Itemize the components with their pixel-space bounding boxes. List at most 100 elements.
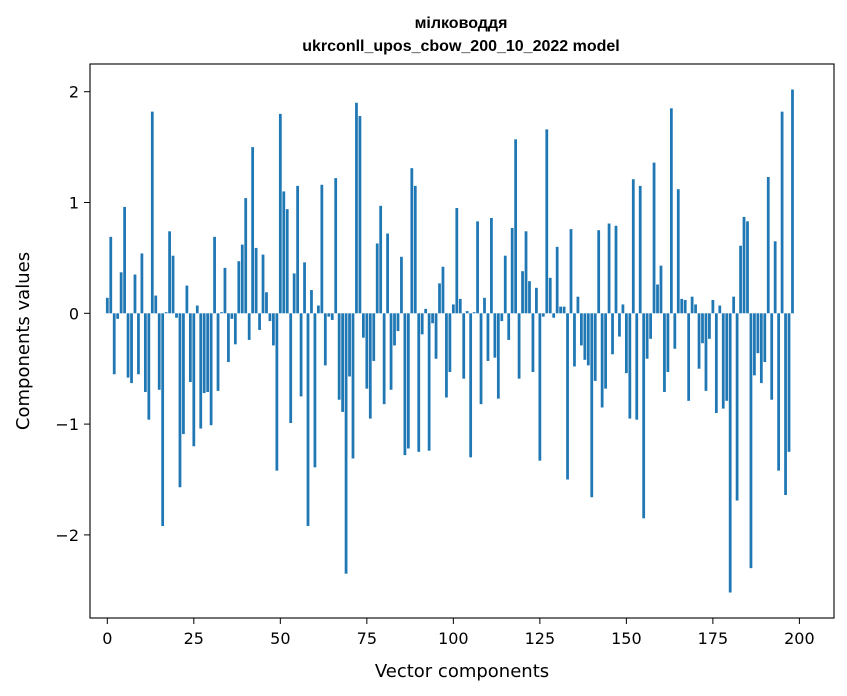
- bar-158: [652, 162, 656, 314]
- bar-147: [614, 225, 618, 314]
- bar-118: [514, 139, 518, 314]
- x-tick-label-25: 25: [184, 629, 204, 648]
- bar-10: [140, 253, 144, 314]
- bar-153: [635, 313, 639, 420]
- bar-175: [711, 300, 715, 314]
- bar-52: [285, 209, 289, 314]
- bar-90: [417, 313, 421, 452]
- bar-11: [143, 313, 147, 392]
- bar-119: [517, 313, 521, 379]
- bar-124: [535, 287, 538, 314]
- chart-title: мілководдя: [415, 15, 508, 32]
- x-tick-label-150: 150: [611, 629, 642, 648]
- bar-53: [289, 313, 293, 423]
- bar-95: [434, 313, 438, 359]
- bar-41: [247, 313, 251, 340]
- bar-135: [573, 313, 576, 367]
- bar-43: [254, 247, 258, 314]
- bar-28: [202, 313, 206, 394]
- bar-51: [282, 191, 286, 314]
- bar-46: [265, 292, 268, 314]
- bar-79: [379, 205, 383, 314]
- y-tick-label--1: −1: [55, 415, 79, 434]
- bar-130: [555, 246, 559, 314]
- bar-47: [268, 313, 272, 322]
- bar-76: [368, 313, 372, 419]
- bar-77: [372, 313, 376, 361]
- plot-frame: [89, 63, 835, 619]
- bar-19: [171, 255, 175, 314]
- bar-170: [694, 304, 697, 314]
- bar-139: [586, 313, 590, 366]
- bar-8: [133, 274, 137, 314]
- bar-20: [175, 313, 178, 318]
- bar-4: [119, 272, 123, 314]
- bars-group: [105, 89, 794, 593]
- bar-150: [624, 313, 628, 374]
- bar-27: [199, 313, 203, 429]
- bar-48: [272, 313, 275, 346]
- bar-75: [365, 313, 369, 389]
- bar-113: [496, 313, 500, 399]
- bar-152: [631, 179, 635, 314]
- y-tick-label-0: 0: [69, 304, 79, 323]
- bar-149: [621, 304, 625, 314]
- bar-194: [777, 313, 781, 471]
- bar-45: [261, 254, 265, 314]
- bar-120: [521, 271, 524, 314]
- bar-196: [784, 313, 787, 496]
- bar-100: [451, 304, 455, 314]
- bar-193: [773, 241, 777, 314]
- x-tick-label-75: 75: [357, 629, 377, 648]
- bar-172: [701, 313, 704, 344]
- bar-198: [791, 89, 794, 314]
- bar-142: [597, 230, 601, 314]
- bar-70: [348, 313, 351, 377]
- bar-136: [576, 296, 580, 314]
- bar-55: [296, 185, 300, 314]
- bar-83: [393, 313, 396, 346]
- bar-180: [728, 313, 732, 593]
- bar-67: [337, 313, 341, 400]
- bar-86: [403, 313, 407, 456]
- bar-87: [406, 313, 410, 449]
- bar-132: [562, 306, 566, 314]
- bar-98: [445, 313, 448, 398]
- bar-92: [424, 308, 428, 314]
- bar-131: [559, 306, 563, 314]
- bar-127: [545, 129, 549, 314]
- bar-82: [389, 313, 393, 390]
- bar-66: [334, 178, 338, 314]
- bar-25: [192, 313, 196, 447]
- bar-17: [164, 312, 168, 314]
- y-axis-ticks: −2 −1 0 1 2: [55, 83, 90, 545]
- bar-133: [566, 313, 569, 480]
- y-axis-label: Components values: [13, 252, 34, 430]
- bar-155: [642, 313, 646, 519]
- bar-117: [510, 227, 514, 314]
- x-tick-label-200: 200: [784, 629, 815, 648]
- bar-112: [493, 313, 497, 358]
- bar-102: [458, 298, 462, 314]
- bar-64: [327, 313, 331, 317]
- bar-32: [216, 313, 220, 391]
- bar-165: [676, 189, 680, 314]
- bar-148: [618, 313, 621, 337]
- bar-57: [303, 262, 306, 314]
- bar-128: [548, 277, 552, 314]
- bar-3: [116, 313, 120, 319]
- bar-88: [410, 168, 414, 314]
- bar-125: [538, 313, 542, 461]
- bar-176: [714, 313, 718, 414]
- bar-96: [438, 283, 441, 314]
- bar-188: [756, 313, 760, 354]
- bar-18: [168, 231, 171, 314]
- bar-37: [233, 313, 237, 345]
- y-tick-label--2: −2: [55, 526, 79, 545]
- bar-163: [669, 108, 673, 314]
- bar-151: [628, 313, 632, 419]
- bar-197: [787, 313, 791, 452]
- bar-184: [742, 216, 746, 314]
- bar-1: [109, 236, 113, 314]
- x-tick-label-50: 50: [270, 629, 290, 648]
